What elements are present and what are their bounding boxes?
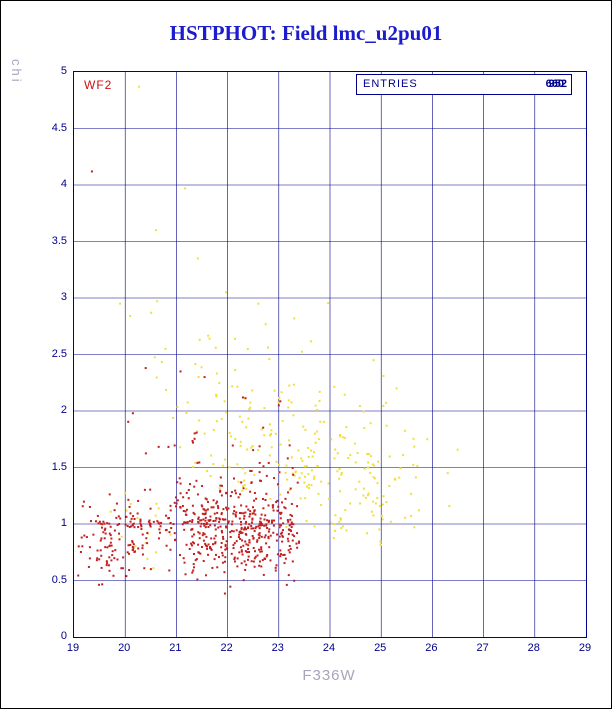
y-tick-label: 4 <box>60 178 67 190</box>
x-tick-label: 23 <box>271 642 284 654</box>
y-tick-label: 3.5 <box>51 234 67 247</box>
page-title: HSTPHOT: Field lmc_u2pu01 <box>169 21 443 45</box>
entries-value-b: 952 <box>548 78 567 90</box>
entries-value-a: 660 <box>545 78 564 90</box>
y-tick-label: 0 <box>60 630 67 642</box>
y-tick-label: 5 <box>60 65 67 77</box>
x-tick-label: 21 <box>169 642 182 654</box>
x-axis-label: F336W <box>302 667 356 684</box>
y-tick-label: 1.5 <box>51 460 67 473</box>
x-tick-label: 27 <box>476 642 489 654</box>
x-tick-label: 19 <box>66 642 80 654</box>
y-tick-label: 2.5 <box>51 347 67 360</box>
y-tick-label: 0.5 <box>51 573 67 586</box>
scatter-canvas <box>74 72 586 637</box>
y-tick-label: 4.5 <box>51 121 67 134</box>
x-tick-label: 26 <box>425 642 438 654</box>
camera-label: WF2 <box>84 78 113 92</box>
x-tick-label: 24 <box>322 642 336 654</box>
x-tick-label: 28 <box>527 642 540 654</box>
entries-box: ENTRIES 660 952 <box>356 74 572 95</box>
x-tick-label: 20 <box>118 642 131 654</box>
y-axis-label: chi <box>9 59 24 85</box>
plot-area: WF2 ENTRIES 660 952 <box>73 71 587 638</box>
x-tick-label: 29 <box>578 642 592 654</box>
entries-label: ENTRIES <box>363 78 418 90</box>
y-tick-label: 3 <box>60 291 67 303</box>
x-tick-label: 25 <box>374 642 387 654</box>
x-tick-label: 22 <box>220 642 233 654</box>
y-tick-label: 1 <box>60 517 67 529</box>
y-tick-label: 2 <box>60 404 67 416</box>
